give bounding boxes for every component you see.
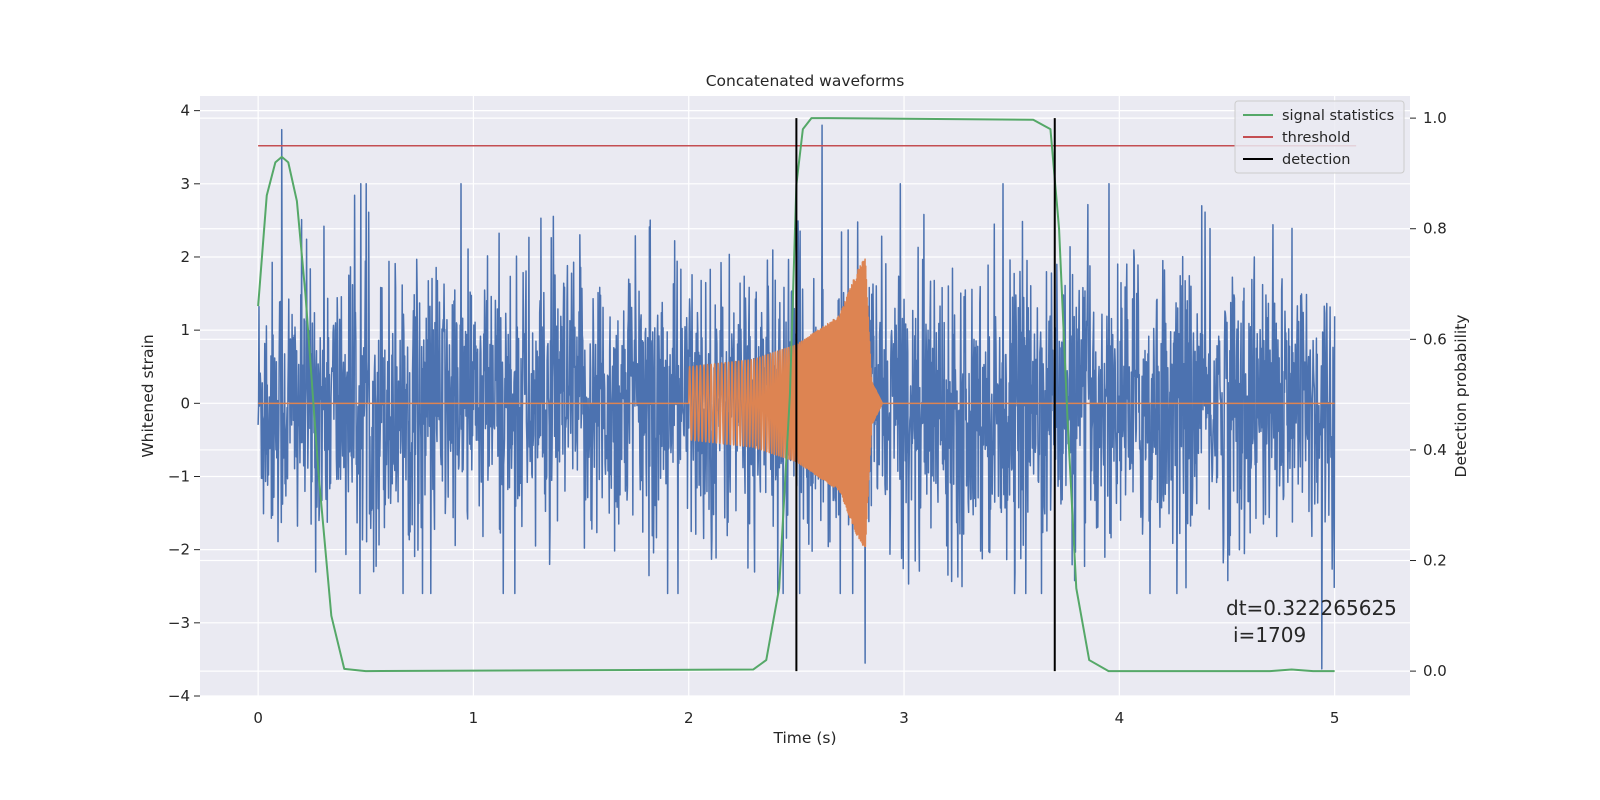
y-right-tick-label: 0.8 <box>1423 220 1447 238</box>
x-tick-label: 2 <box>684 709 694 727</box>
y-tick-label: −2 <box>168 541 190 559</box>
legend-label-signal-statistics: signal statistics <box>1282 108 1394 124</box>
overlay-series <box>257 117 1357 673</box>
x-tick-label: 3 <box>899 709 909 727</box>
legend-label-threshold: threshold <box>1282 130 1350 146</box>
y-tick-label: 3 <box>180 175 190 193</box>
x-tick-label: 0 <box>253 709 263 727</box>
y-tick-label: 2 <box>180 248 190 266</box>
legend-label-detection: detection <box>1282 152 1350 168</box>
x-tick-label: 4 <box>1115 709 1125 727</box>
legend-box <box>1234 100 1405 174</box>
y-tick-label: −4 <box>168 687 190 705</box>
y-right-tick-label: 0.4 <box>1423 441 1447 459</box>
chart-title: Concatenated waveforms <box>706 72 905 90</box>
waveform-trace <box>258 258 1335 548</box>
annotation-i: i=1709 <box>1233 623 1306 647</box>
signal-statistics-curve <box>257 117 1335 673</box>
y-right-tick-label: 0.0 <box>1423 662 1447 680</box>
y-right-tick-label: 1.0 <box>1423 109 1447 127</box>
y-tick-label: −3 <box>168 614 190 632</box>
x-tick-label: 5 <box>1330 709 1340 727</box>
x-tick-label: 1 <box>469 709 479 727</box>
y-tick-label: 4 <box>180 102 190 120</box>
x-axis-label: Time (s) <box>772 729 836 747</box>
y-axis-label: Whitened strain <box>139 334 157 457</box>
y-tick-label: 1 <box>180 321 190 339</box>
y-tick-label: 0 <box>180 394 190 412</box>
y-tick-label: −1 <box>168 467 190 485</box>
annotation-dt: dt=0.322265625 <box>1226 596 1397 620</box>
y-axis-right-label: Detection probability <box>1452 315 1470 478</box>
ticks: 0 1 2 3 4 5 4 3 2 1 0 −1 −2 −3 −4 1.0 0.8 0.6 0.4 0.2 0.0 <box>168 102 1447 727</box>
legend: signal statistics threshold detection <box>1234 100 1405 174</box>
y-right-tick-label: 0.6 <box>1423 330 1447 348</box>
waveform-series <box>258 258 1335 548</box>
y-right-tick-label: 0.2 <box>1423 552 1447 570</box>
